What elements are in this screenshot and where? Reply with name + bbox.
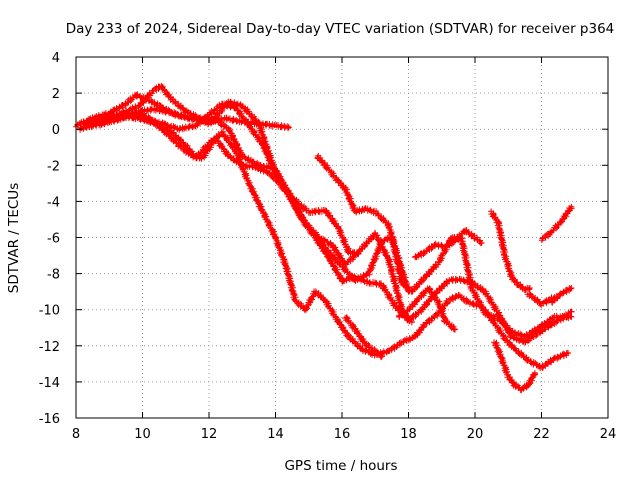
series-trace-9 [395,285,459,333]
x-tick-label: 10 [134,427,151,442]
y-tick-label: 0 [52,123,60,138]
series-trace-15 [548,284,575,306]
series-trace-7 [342,314,385,361]
series-trace-12 [491,339,539,394]
y-tick-label: 4 [52,51,60,66]
y-tick-label: -4 [47,195,60,210]
series-trace-6 [88,100,575,341]
y-tick-label: 2 [52,87,60,102]
x-tick-label: 14 [267,427,284,442]
x-tick-label: 18 [400,427,417,442]
series-layer [72,82,575,394]
y-tick-label: -16 [39,412,60,427]
x-tick-label: 8 [72,427,80,442]
ticks-layer: 8 10 12 14 16 18 20 22 24-16-14-12-10-8-6-4-2024 [39,51,617,442]
series-trace-11 [488,208,533,294]
x-axis-label: GPS time / hours [284,458,397,474]
y-tick-label: -2 [47,159,60,174]
chart-title: Day 233 of 2024, Sidereal Day-to-day VTE… [66,21,615,37]
x-tick-label: 22 [533,427,550,442]
x-tick-label: 20 [467,427,484,442]
y-tick-label: -12 [39,340,60,355]
series-trace-14 [538,203,575,244]
x-tick-label: 24 [600,427,617,442]
y-axis-label: SDTVAR / TECUs [6,183,22,293]
series-trace-5 [85,109,415,326]
y-tick-label: -8 [47,268,60,283]
series-trace-10 [412,226,485,261]
y-tick-label: -14 [39,376,60,391]
series-trace-8 [314,152,413,295]
y-tick-label: -10 [39,304,60,319]
x-tick-label: 12 [201,427,218,442]
x-tick-label: 16 [334,427,351,442]
y-tick-label: -6 [47,232,60,247]
